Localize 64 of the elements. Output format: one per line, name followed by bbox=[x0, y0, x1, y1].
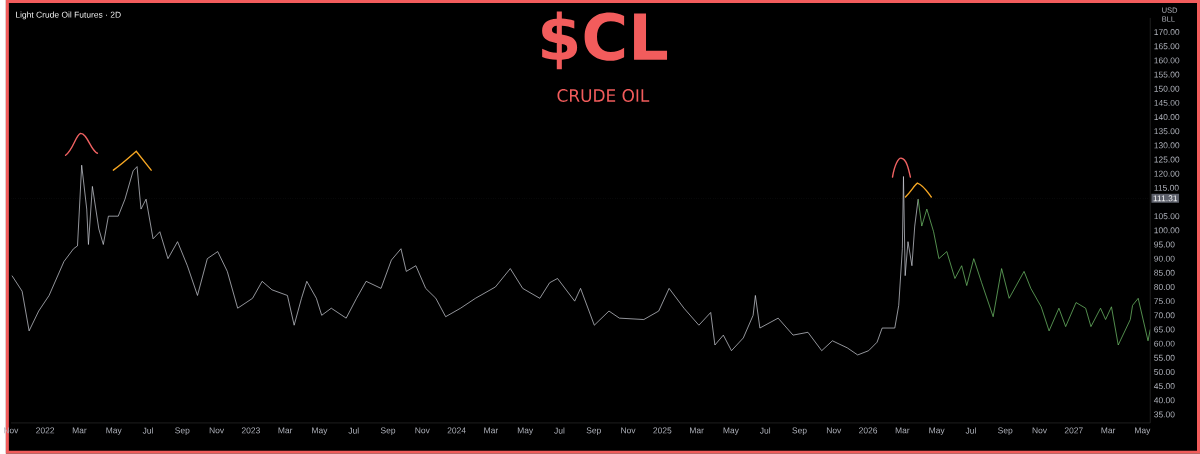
x-tick-label: 2024 bbox=[447, 427, 466, 434]
y-tick-label: 165.00 bbox=[1154, 43, 1180, 50]
y-tick-label: 90.00 bbox=[1154, 255, 1175, 262]
y-tick-label: 155.00 bbox=[1154, 71, 1180, 78]
x-tick-label: May bbox=[312, 427, 328, 436]
y-tick-label: 75.00 bbox=[1154, 298, 1175, 305]
y-tick-label: 170.00 bbox=[1154, 29, 1180, 36]
y-tick-label: 145.00 bbox=[1154, 100, 1180, 106]
x-tick-label: Sep bbox=[792, 427, 807, 436]
chart-title: $CL bbox=[542, 11, 668, 70]
x-tick-label: May bbox=[723, 427, 739, 436]
annotation: Light Crude Oil Futures · 2D bbox=[16, 11, 121, 20]
x-tick-label: Nov bbox=[415, 427, 430, 434]
x-tick-label: 2025 bbox=[653, 427, 672, 434]
y-tick-label: 115.00 bbox=[1154, 184, 1179, 191]
y-tick-label: 120.00 bbox=[1154, 170, 1180, 177]
x-tick-label: Jul bbox=[554, 427, 565, 434]
x-tick-label: Nov bbox=[209, 427, 225, 434]
y-tick-label: 140.00 bbox=[1154, 114, 1180, 121]
y-tick-label: 65.00 bbox=[1154, 326, 1175, 333]
x-tick-label: Jul bbox=[142, 427, 153, 434]
y-tick-label: 125.00 bbox=[1154, 156, 1180, 163]
x-tick-label: May bbox=[929, 427, 945, 436]
x-tick-label: Mar bbox=[895, 427, 910, 434]
x-tick-label: Mar bbox=[484, 427, 499, 434]
x-tick-label: Mar bbox=[72, 427, 87, 434]
y-tick-label: 100.00 bbox=[1154, 227, 1180, 234]
x-tick-label: 2023 bbox=[241, 427, 260, 434]
x-tick-label: May bbox=[106, 427, 122, 436]
ref-line-label: 111.31 bbox=[1153, 195, 1178, 202]
x-tick-label: Jul bbox=[965, 427, 976, 434]
y-tick-label: 85.00 bbox=[1154, 269, 1175, 276]
y-tick-label: 35.00 bbox=[1154, 411, 1175, 418]
y-tick-label: 45.00 bbox=[1153, 383, 1175, 390]
x-tick-label: Mar bbox=[1101, 427, 1116, 434]
y-tick-label: 105.00 bbox=[1154, 213, 1180, 220]
x-tick-label: Sep bbox=[586, 427, 601, 436]
x-tick-label: 2027 bbox=[1064, 427, 1083, 434]
x-tick-label: Mar bbox=[690, 427, 704, 434]
y-tick-label: 150.00 bbox=[1154, 85, 1180, 92]
x-tick-label: Sep bbox=[175, 427, 190, 436]
y-tick-label: 60.00 bbox=[1154, 340, 1175, 347]
x-tick-label: 2026 bbox=[859, 427, 878, 434]
x-tick-label: Sep bbox=[380, 427, 396, 436]
x-tick-label: May bbox=[517, 427, 534, 436]
x-tick-label: 2022 bbox=[36, 427, 55, 434]
y-tick-label: 70.00 bbox=[1154, 312, 1175, 319]
y-tick-label: 80.00 bbox=[1154, 284, 1175, 291]
x-tick-label: Mar bbox=[278, 427, 293, 434]
y-tick-label: 55.00 bbox=[1154, 354, 1175, 361]
x-tick-label: Nov bbox=[826, 427, 842, 434]
y-tick-label: 135.00 bbox=[1154, 128, 1180, 135]
x-tick-label: Nov bbox=[1032, 427, 1047, 434]
x-tick-label: Jul bbox=[348, 427, 359, 434]
y-tick-label: 40.00 bbox=[1153, 397, 1175, 404]
y-tick-label: 160.00 bbox=[1154, 57, 1180, 64]
y-tick-label: 50.00 bbox=[1154, 369, 1175, 376]
x-tick-label: Jul bbox=[759, 427, 771, 434]
y-tick-label: 130.00 bbox=[1154, 142, 1180, 149]
x-tick-label: May bbox=[1135, 427, 1151, 436]
x-tick-label: Sep bbox=[998, 427, 1013, 436]
text: CRUDE OIL bbox=[557, 89, 650, 102]
x-tick-label: Nov bbox=[621, 427, 636, 434]
y-tick-label: 95.00 bbox=[1154, 241, 1175, 248]
